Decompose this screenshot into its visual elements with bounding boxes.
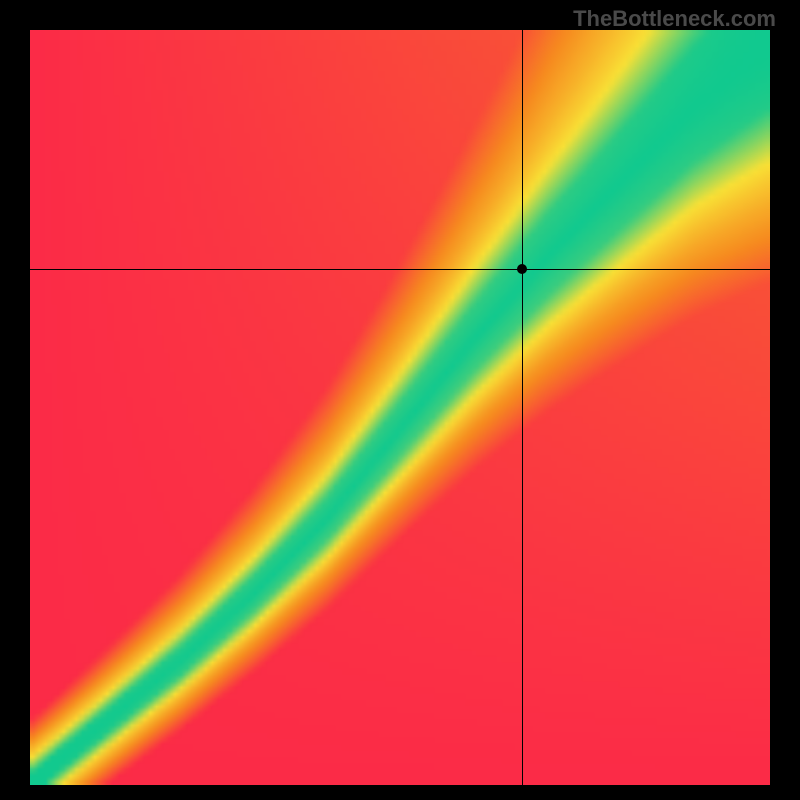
heatmap-canvas — [30, 30, 770, 785]
crosshair-vertical — [522, 30, 523, 785]
crosshair-horizontal — [30, 269, 770, 270]
heatmap-plot — [30, 30, 770, 785]
crosshair-marker — [517, 264, 527, 274]
watermark-text: TheBottleneck.com — [573, 6, 776, 32]
